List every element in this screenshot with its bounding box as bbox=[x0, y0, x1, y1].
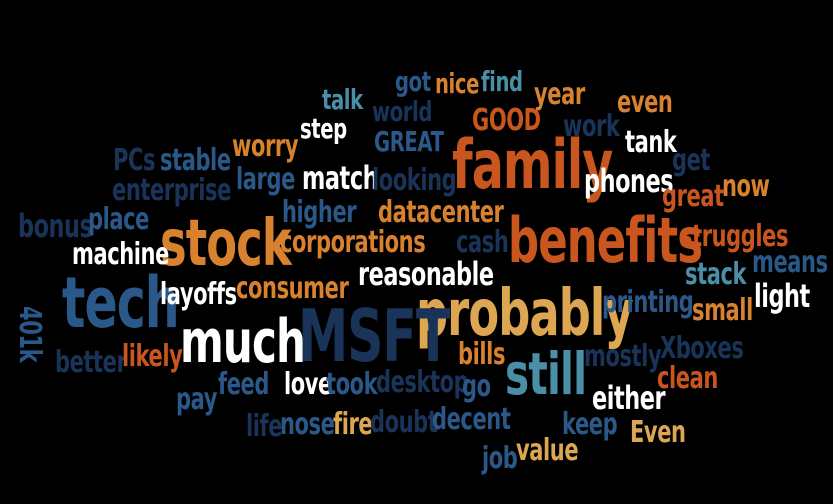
word-feed: feed bbox=[218, 367, 269, 402]
word-year: year bbox=[534, 77, 585, 112]
word-fire: fire bbox=[333, 407, 373, 442]
word-machine: machine bbox=[72, 237, 169, 272]
word-much: much bbox=[180, 307, 306, 377]
word-step: step bbox=[300, 112, 347, 145]
word-job: job bbox=[482, 441, 518, 476]
word-life: life bbox=[246, 409, 283, 444]
word-good: GOOD bbox=[472, 103, 541, 138]
word-consumer: consumer bbox=[236, 271, 349, 306]
word-datacenter: datacenter bbox=[378, 195, 504, 230]
word-phones: phones bbox=[584, 162, 674, 200]
word-means: means bbox=[752, 245, 828, 280]
word-love: love bbox=[284, 367, 332, 402]
word-bills: bills bbox=[458, 337, 506, 372]
word-place: place bbox=[88, 202, 149, 237]
word-light: light bbox=[754, 277, 810, 315]
word-got: got bbox=[395, 65, 431, 98]
word-better: better bbox=[55, 345, 127, 380]
word-401k: 401k bbox=[12, 306, 47, 363]
word-struggles: struggles bbox=[680, 219, 789, 254]
word-reasonable: reasonable bbox=[358, 255, 494, 293]
word-worry: worry bbox=[232, 129, 299, 164]
word-corporations: corporations bbox=[280, 225, 426, 260]
word-probably: probably bbox=[416, 277, 634, 351]
word-likely: likely bbox=[122, 339, 183, 374]
word-pay: pay bbox=[176, 382, 217, 417]
word-stable: stable bbox=[160, 143, 231, 178]
word-benefits: benefits bbox=[508, 204, 703, 277]
word-talk: talk bbox=[322, 83, 363, 116]
word-stack: stack bbox=[685, 257, 747, 292]
word-printing: printing bbox=[602, 285, 694, 320]
word-clean: clean bbox=[657, 361, 718, 396]
word-small: small bbox=[692, 293, 753, 328]
word-great: great bbox=[662, 179, 724, 214]
word-get: get bbox=[672, 143, 711, 178]
word-doubt: doubt bbox=[370, 405, 438, 440]
word-large: large bbox=[236, 162, 295, 197]
word-keep: keep bbox=[562, 407, 618, 442]
word-pcs: PCs bbox=[113, 143, 156, 178]
word-match: match bbox=[302, 159, 379, 197]
word-enterprise: enterprise bbox=[112, 173, 231, 208]
word-value: value bbox=[516, 433, 579, 468]
word-mostly: mostly bbox=[584, 339, 662, 374]
word-looking: looking bbox=[372, 163, 457, 198]
word-either: either bbox=[592, 379, 666, 417]
word-tank: tank bbox=[625, 125, 677, 160]
word-even-cap: Even bbox=[630, 415, 686, 450]
word-now: now bbox=[722, 169, 770, 204]
word-cash: cash bbox=[456, 225, 509, 260]
word-work: work bbox=[563, 109, 620, 144]
word-go: go bbox=[462, 369, 491, 404]
word-still: still bbox=[505, 340, 587, 408]
word-family: family bbox=[452, 126, 613, 205]
word-bonus: bonus bbox=[18, 207, 93, 245]
word-world: world bbox=[372, 95, 433, 128]
word-higher: higher bbox=[282, 195, 357, 230]
word-find: find bbox=[481, 65, 523, 98]
word-decent: decent bbox=[432, 402, 511, 437]
word-layoffs: layoffs bbox=[160, 277, 237, 312]
word-great-caps: GREAT bbox=[374, 125, 444, 158]
word-msft: MSFT bbox=[298, 294, 450, 378]
word-even: even bbox=[617, 85, 673, 120]
word-desktop: desktop bbox=[376, 365, 469, 400]
word-tech: tech bbox=[62, 262, 180, 344]
word-nice: nice bbox=[435, 67, 480, 100]
word-xboxes: Xboxes bbox=[660, 331, 744, 366]
word-took: took bbox=[326, 367, 378, 402]
word-stock: stock bbox=[160, 207, 292, 281]
word-nose: nose bbox=[280, 407, 335, 442]
